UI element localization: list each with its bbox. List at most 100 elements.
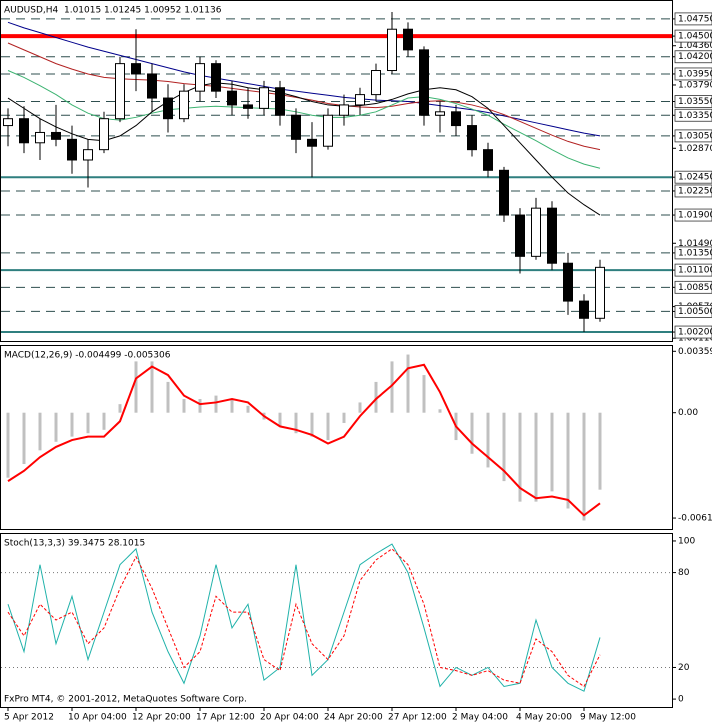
macd-bar (22, 412, 26, 465)
y-tick-box (674, 29, 712, 43)
macd-bar (246, 405, 250, 413)
candle-body (563, 262, 573, 302)
signal-line (7, 363, 601, 517)
y-tick-label: 1.04750 (678, 14, 712, 24)
candle-body (355, 94, 365, 106)
y-tick-label: 1.03350 (678, 111, 712, 121)
y-tick-label: 1.00500 (678, 307, 712, 317)
macd-bar (198, 399, 202, 413)
macd-bar (598, 412, 602, 490)
candle-body (595, 266, 605, 319)
macd-bar (150, 361, 154, 413)
macd-bar (550, 412, 554, 492)
macd-bar (406, 354, 410, 413)
y-tick-label: 1.04500 (678, 32, 712, 42)
macd-bar (342, 412, 346, 423)
x-tick-label: 27 Apr 12:00 (388, 713, 447, 723)
macd-bar (470, 412, 474, 454)
macd-bar (422, 375, 426, 413)
y-tick-box (674, 50, 712, 64)
moving-average (7, 21, 601, 137)
macd-bar (134, 361, 138, 413)
y-tick-label: 1.01900 (678, 211, 712, 221)
candle-body (83, 149, 93, 161)
x-tick-label: 9 May 12:00 (580, 713, 636, 723)
candle-body (259, 87, 269, 109)
y-tick-label: 1.01350 (678, 248, 712, 258)
candle-body (307, 138, 317, 147)
macd-bar (54, 412, 58, 442)
y-tick-label: 1.01100 (678, 266, 712, 276)
y-tick-label: 1.03050 (678, 131, 712, 141)
y-tick-box (674, 184, 712, 198)
y-tick-label: 1.02450 (678, 173, 712, 183)
macd-bar (166, 381, 170, 413)
y-tick-label: 1.04360 (678, 41, 712, 51)
y-tick-box (674, 95, 712, 108)
y-tick-label: 20 (678, 663, 690, 673)
y-tick-label: 1.00200 (678, 328, 712, 338)
candle-body (499, 169, 509, 216)
macd-bar (310, 412, 314, 437)
y-tick-box (674, 325, 712, 339)
candle-body (291, 114, 301, 140)
candle-body (211, 63, 221, 92)
chart-layer: 1.043601.037901.028701.014901.005701.001… (1, 6, 712, 723)
macd-bar (358, 402, 362, 413)
y-tick-label: 0.00 (678, 408, 698, 418)
candle-body (99, 118, 109, 151)
candle-body (579, 300, 589, 319)
candle-body (275, 87, 285, 116)
y-tick-box (674, 263, 712, 277)
candle-body (131, 63, 141, 75)
y-tick-box (674, 67, 712, 81)
pane-title: Stoch(13,3,3) 39.3475 28.1015 (4, 539, 145, 549)
y-tick-box (674, 280, 712, 294)
x-tick-label: 2 May 04:00 (452, 713, 508, 723)
y-tick-box (674, 12, 712, 26)
candle-body (451, 111, 461, 127)
macd-bar (390, 361, 394, 413)
candle-body (195, 63, 205, 92)
pane-title: MACD(12,26,9) -0.004499 -0.005306 (4, 351, 171, 361)
candle-body (387, 28, 397, 72)
y-tick-label: 1.02250 (678, 186, 712, 196)
y-tick-label: -0.00616 (678, 514, 712, 524)
macd-bar (118, 404, 122, 413)
candle-body (483, 149, 493, 171)
stoch-pane (0, 533, 673, 708)
macd-bar (70, 412, 74, 437)
macd-bar (294, 412, 298, 434)
y-tick-label: 1.04200 (678, 52, 712, 62)
x-tick-label: 4 May 20:00 (516, 713, 572, 723)
macd-bar (102, 412, 106, 430)
candle-body (3, 118, 13, 127)
macd-bar (582, 412, 586, 521)
pane-title: AUDUSD,H4 1.01015 1.01245 1.00952 1.0113… (4, 6, 222, 16)
x-tick-label: 12 Apr 20:00 (132, 713, 191, 723)
x-tick-label: 20 Apr 04:00 (260, 713, 319, 723)
candle-body (19, 118, 29, 144)
x-tick-label: 10 Apr 04:00 (68, 713, 127, 723)
price-pane (0, 0, 673, 342)
candle-body (515, 214, 525, 257)
macd-bar (326, 412, 330, 441)
macd-bar (6, 412, 10, 478)
stoch-line (7, 548, 601, 688)
macd-bar (374, 381, 378, 413)
macd-bar (566, 412, 570, 509)
y-tick-box (674, 246, 712, 260)
x-tick-label: 5 Apr 2012 (4, 713, 54, 723)
candle-body (547, 207, 557, 264)
candle-body (67, 138, 77, 161)
y-tick-box (674, 305, 712, 318)
y-tick-box (674, 170, 712, 184)
y-tick-label: 1.00110 (678, 334, 712, 344)
macd-bar (278, 412, 282, 427)
candle-body (419, 49, 429, 116)
macd-bar (518, 412, 522, 502)
candle-body (371, 70, 381, 96)
y-tick-label: 0 (678, 695, 684, 705)
macd-bar (534, 412, 538, 502)
